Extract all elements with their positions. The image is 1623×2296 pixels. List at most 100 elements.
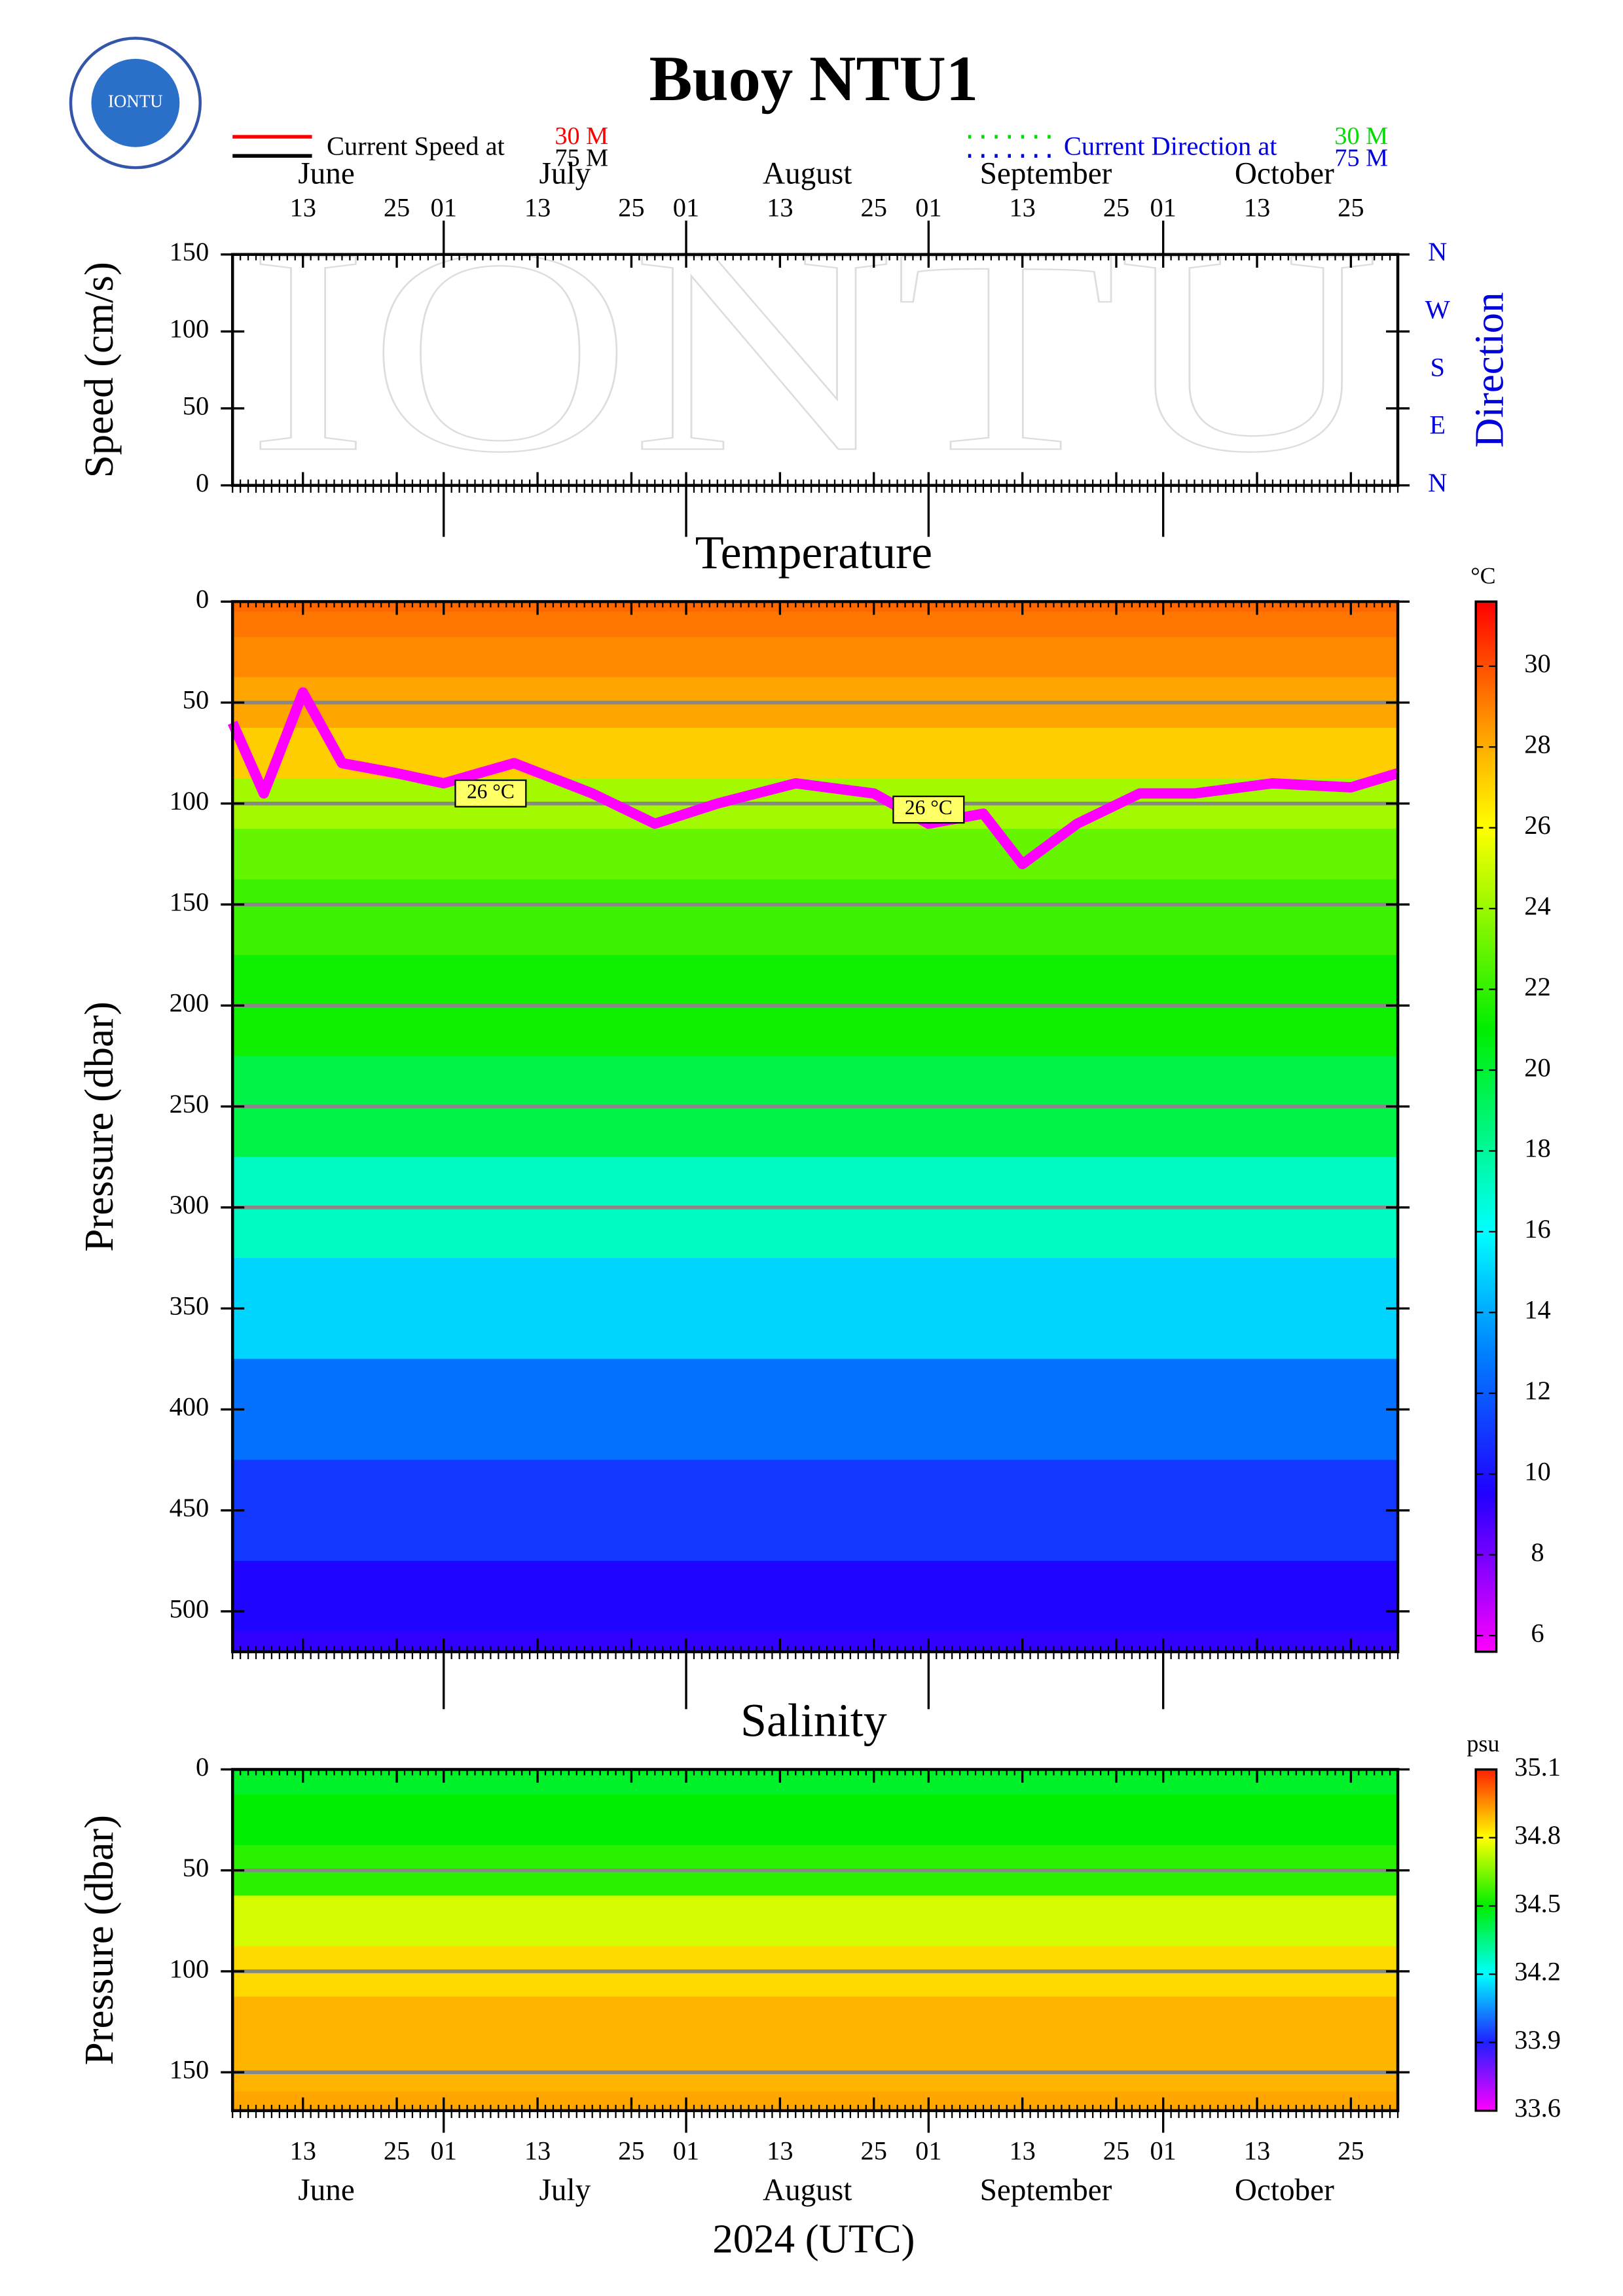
colorbar-unit: °C	[1470, 562, 1495, 588]
heat-band	[232, 1895, 1398, 1947]
x-tick-label: 01	[430, 2136, 456, 2165]
y2-tick-label: E	[1429, 410, 1446, 440]
x-tick-label: 25	[384, 2136, 410, 2165]
x-tick-label: 01	[430, 193, 456, 223]
x-tick-label: 13	[1244, 193, 1270, 223]
heat-band	[232, 1359, 1398, 1461]
y-tick-label: 150	[170, 2055, 210, 2085]
colorbar-tick-label: 6	[1531, 1618, 1544, 1647]
panel-title: Salinity	[740, 1695, 887, 1747]
colorbar-tick-label: 28	[1524, 730, 1550, 759]
x-tick-label: 25	[1338, 193, 1364, 223]
y-tick-label: 500	[170, 1594, 210, 1623]
y2-tick-label: N	[1428, 237, 1447, 266]
y-axis-title: Pressure (dbar)	[76, 1001, 122, 1252]
x-tick-label: 25	[618, 2136, 644, 2165]
legend-entry: 75 M	[555, 145, 608, 172]
x-tick-label: 25	[860, 193, 886, 223]
colorbar-unit: psu	[1467, 1731, 1499, 1757]
heat-band	[232, 2047, 1398, 2092]
y-tick-label: 50	[183, 685, 209, 715]
colorbar-tick-label: 34.5	[1514, 1888, 1561, 1918]
y-tick-label: 50	[183, 1853, 209, 1882]
colorbar-tick-label: 10	[1524, 1456, 1550, 1486]
month-label: July	[539, 157, 591, 191]
x-tick-label: 01	[673, 193, 699, 223]
month-label: August	[763, 157, 852, 191]
watermark: IONTU	[247, 187, 1380, 513]
colorbar-tick-label: 8	[1531, 1537, 1544, 1567]
colorbar-tick-label: 30	[1524, 649, 1550, 678]
heat-band	[232, 1560, 1398, 1632]
x-tick-label: 25	[618, 193, 644, 223]
heat-band	[232, 1257, 1398, 1360]
x-tick-label: 01	[915, 2136, 941, 2165]
heat-band	[232, 1460, 1398, 1562]
heat-band	[232, 1631, 1398, 1653]
y-tick-label: 350	[170, 1291, 210, 1320]
month-label: July	[539, 2174, 591, 2208]
panel-frame	[230, 1768, 1400, 2119]
colorbar-tick-label: 24	[1524, 891, 1550, 920]
y2-tick-label: W	[1425, 295, 1451, 324]
legend-entry: 30 M	[1334, 122, 1388, 150]
plot-frame	[230, 1768, 1400, 2113]
y-tick-label: 0	[196, 468, 209, 497]
x-tick-label: 25	[1103, 2136, 1129, 2165]
isotherm-label-box	[454, 779, 527, 808]
heat-band	[232, 611, 1398, 638]
heat-band	[232, 829, 1398, 880]
panel-frame	[230, 253, 1400, 493]
x-tick-label: 01	[673, 2136, 699, 2165]
y-tick-label: 100	[170, 1954, 210, 1983]
panel-frame	[230, 600, 1400, 1659]
legend-label: Current Direction at	[1064, 131, 1277, 160]
colorbar-tick-label: 16	[1524, 1214, 1550, 1244]
month-label: October	[1235, 157, 1334, 191]
isotherm-label-box	[892, 795, 965, 824]
month-label: September	[980, 2174, 1112, 2208]
logo-disc	[91, 58, 180, 147]
y2-axis-title: Direction	[1467, 292, 1512, 448]
colorbar-tick-label: 20	[1524, 1052, 1550, 1082]
month-label: September	[980, 157, 1112, 191]
y-tick-label: 300	[170, 1190, 210, 1219]
heat-band	[232, 1996, 1398, 2048]
colorbar-tick-label: 22	[1524, 972, 1550, 1001]
legend-entry: 30 M	[555, 122, 608, 150]
x-tick-label: 13	[767, 2136, 793, 2165]
y-tick-label: 150	[170, 237, 210, 266]
x-tick-label: 01	[1150, 193, 1176, 223]
heat-band	[232, 879, 1398, 956]
x-tick-label: 13	[767, 193, 793, 223]
x-tick-label: 25	[1103, 193, 1129, 223]
x-tick-label: 13	[1244, 2136, 1270, 2165]
y-tick-label: 250	[170, 1089, 210, 1119]
legend-entry: 75 M	[1334, 145, 1388, 172]
x-tick-label: 13	[524, 2136, 551, 2165]
isotherm-label: 26 °C	[905, 796, 953, 819]
logo: IONTU	[69, 37, 202, 170]
month-label: October	[1235, 2174, 1334, 2208]
x-tick-label: 13	[1009, 2136, 1035, 2165]
x-tick-label: 13	[289, 2136, 316, 2165]
x-tick-label: 13	[524, 193, 551, 223]
y-tick-label: 200	[170, 988, 210, 1018]
colorbar-tick-label: 18	[1524, 1134, 1550, 1163]
legend-label: Current Speed at	[327, 131, 505, 160]
heat-band	[232, 601, 1398, 613]
heat-band	[232, 1769, 1398, 1796]
month-label: June	[298, 2174, 355, 2208]
colorbar-tick-label: 12	[1524, 1376, 1550, 1405]
x-tick-label: 25	[860, 2136, 886, 2165]
colorbar-tick-label: 35.1	[1514, 1752, 1561, 1782]
colorbar-tick-label: 33.6	[1514, 2093, 1561, 2123]
y-axis-title: Pressure (dbar)	[76, 1815, 122, 2066]
colorbar-tick-label: 34.8	[1514, 1820, 1561, 1850]
isotherm	[228, 687, 1400, 870]
heat-band	[232, 727, 1398, 780]
x-tick-label: 13	[1009, 193, 1035, 223]
heat-band	[232, 1795, 1398, 1846]
y-axis-title: Speed (cm/s)	[76, 262, 122, 478]
chart-title: Buoy NTU1	[649, 43, 979, 115]
